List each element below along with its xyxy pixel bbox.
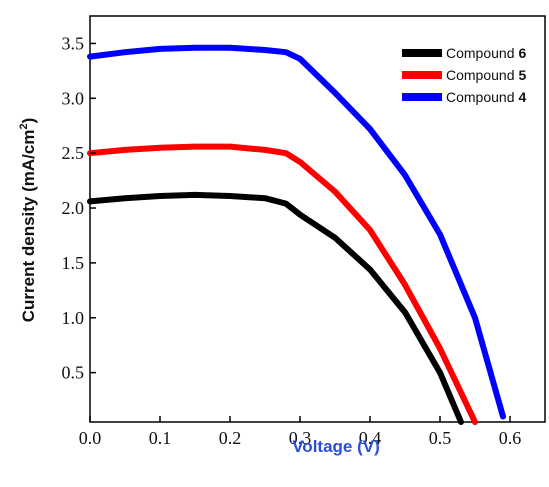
x-tick-label: 0.5 — [429, 428, 452, 448]
x-tick-label: 0.1 — [149, 428, 172, 448]
legend-label-compound-6: Compound 6 — [446, 45, 527, 61]
y-tick-label: 3.0 — [62, 88, 85, 108]
x-tick-label: 0.2 — [219, 428, 242, 448]
y-tick-label: 2.0 — [62, 198, 85, 218]
legend-label-compound-6-name: Compound — [446, 45, 515, 61]
legend-label-compound-4: Compound 4 — [446, 89, 527, 105]
y-axis-title-close: ) — [19, 118, 38, 124]
legend-label-compound-4-name: Compound — [446, 89, 515, 105]
x-tick-label: 0.6 — [499, 428, 522, 448]
legend: Compound 6 Compound 5 Compound 4 — [402, 45, 527, 105]
x-tick-label: 0.3 — [289, 428, 312, 448]
y-axis-title: Current density (mA/cm2) — [18, 118, 38, 323]
plot-frame — [89, 15, 546, 423]
legend-label-compound-4-number: 4 — [519, 89, 527, 105]
y-axis-title-main: Current density (mA/cm — [19, 130, 38, 323]
legend-label-compound-5-name: Compound — [446, 67, 515, 83]
series-line-compound-5 — [87, 143, 478, 425]
legend-label-compound-5: Compound 5 — [446, 67, 527, 83]
x-axis-ticks: 0.0 0.1 0.2 0.3 0.4 0.5 0.6 — [79, 416, 522, 448]
y-tick-label: 0.5 — [62, 363, 85, 383]
series-layer — [87, 44, 506, 425]
series-line-compound-6 — [87, 191, 464, 425]
x-axis-title: Voltage (V) — [292, 437, 380, 456]
legend-label-compound-6-number: 6 — [519, 45, 527, 61]
x-tick-label: 0.4 — [359, 428, 382, 448]
y-tick-label: 1.0 — [62, 308, 85, 328]
y-tick-label: 3.5 — [62, 33, 85, 53]
series-line-compound-4 — [87, 44, 506, 420]
y-axis-ticks: 0.5 1.0 1.5 2.0 2.5 3.0 3.5 — [62, 33, 96, 383]
legend-label-compound-5-number: 5 — [519, 67, 527, 83]
y-tick-label: 2.5 — [62, 143, 85, 163]
x-tick-label: 0.0 — [79, 428, 102, 448]
y-axis-title-superscript: 2 — [18, 123, 30, 129]
y-tick-label: 1.5 — [62, 253, 85, 273]
